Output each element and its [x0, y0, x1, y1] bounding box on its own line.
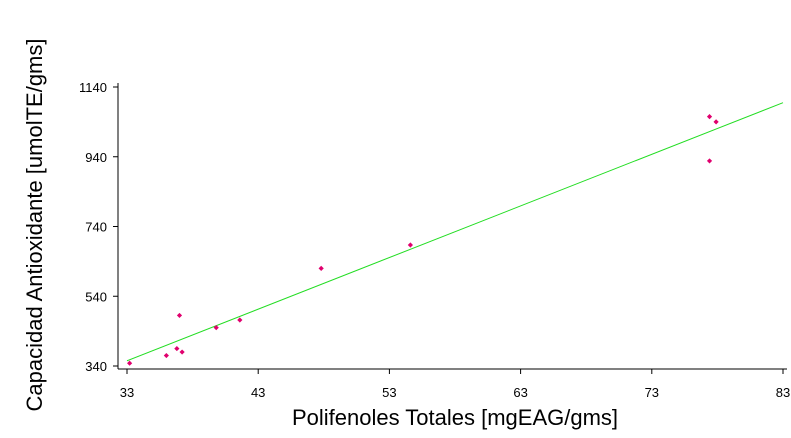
x-tick-label: 33 — [120, 385, 134, 400]
y-tick-label: 1140 — [79, 80, 107, 95]
y-tick-label: 740 — [85, 220, 107, 235]
y-tick-label: 340 — [85, 359, 107, 374]
trendline-group — [126, 102, 784, 362]
y-tick-label: 540 — [85, 289, 107, 304]
y-axis-title: Capacidad Antioxidante [umolTE/gms] — [22, 39, 47, 412]
x-axis-title: Polifenoles Totales [mgEAG/gms] — [292, 405, 618, 430]
data-point — [179, 349, 185, 355]
axes — [117, 83, 787, 370]
data-point — [127, 360, 133, 366]
data-point — [706, 158, 713, 164]
trendline — [126, 102, 784, 362]
x-tick-label: 43 — [251, 385, 265, 400]
data-point — [213, 325, 219, 331]
data-point — [237, 317, 243, 323]
data-points — [127, 114, 719, 366]
x-tick-label: 63 — [513, 385, 527, 400]
data-point — [174, 345, 180, 352]
y-tick-label: 940 — [85, 150, 107, 165]
tick-marks — [113, 86, 784, 374]
data-point — [407, 242, 413, 248]
x-tick-label: 53 — [382, 385, 396, 400]
data-point — [318, 265, 324, 271]
tick-labels: 33 43 53 63 73 83 340 540 740 940 1140 — [79, 80, 790, 400]
x-tick-label: 73 — [645, 385, 659, 400]
data-point — [713, 119, 719, 125]
data-point — [706, 114, 713, 120]
x-tick-label: 83 — [776, 385, 790, 400]
data-point — [176, 312, 183, 319]
data-point — [163, 352, 169, 359]
